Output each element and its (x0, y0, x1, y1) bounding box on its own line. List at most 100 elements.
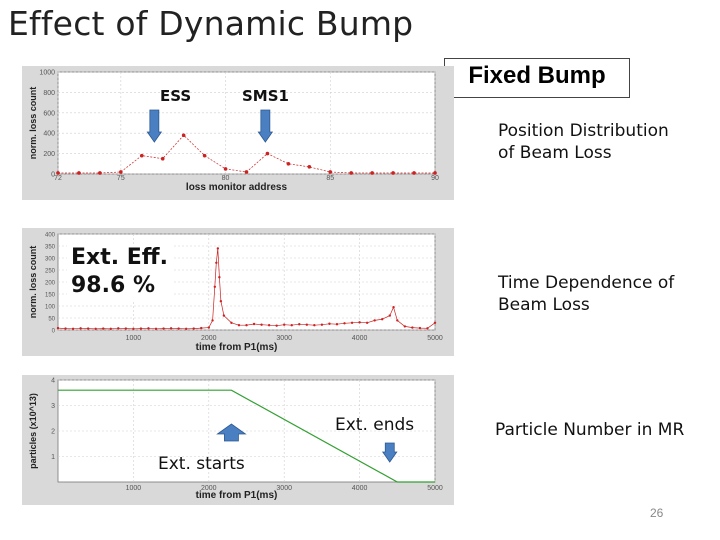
data-point-1 (184, 327, 188, 330)
time-dependence-label: Time Dependence of Beam Loss (498, 272, 674, 316)
data-point-1 (373, 319, 376, 322)
series-line-2 (58, 389, 435, 483)
data-point-0 (98, 171, 102, 175)
data-point-1 (79, 327, 82, 330)
data-point-1 (211, 319, 214, 322)
y-tick-label-0: 400 (43, 131, 55, 138)
data-point-1 (139, 327, 143, 330)
x-tick-label-2: 1000 (126, 485, 142, 492)
position-distribution-label: Position Distribution of Beam Loss (498, 120, 669, 164)
data-point-0 (391, 171, 395, 175)
data-point-1 (124, 327, 128, 330)
data-point-1 (109, 327, 112, 330)
ext-ends-label: Ext. ends (335, 415, 415, 435)
data-point-0 (244, 170, 249, 174)
x-tick-label-0: 80 (222, 175, 230, 182)
y-tick-label-2: 2 (51, 429, 55, 436)
data-point-1 (392, 306, 395, 309)
data-point-1 (162, 327, 165, 330)
y-tick-label-2: 4 (51, 378, 55, 385)
data-point-1 (433, 321, 437, 324)
data-point-1 (320, 323, 324, 326)
x-tick-label-1: 4000 (352, 335, 368, 342)
x-axis-label-2: time from P1(ms) (196, 490, 278, 501)
data-point-1 (267, 324, 271, 327)
ext-eff-label: Ext. Eff. 98.6 % (67, 244, 172, 300)
data-point-1 (298, 323, 301, 326)
data-point-0 (56, 171, 60, 175)
data-point-1 (64, 327, 67, 330)
data-point-0 (349, 171, 354, 175)
x-tick-label-0: 72 (54, 175, 62, 182)
position-distribution-line1: Position Distribution (498, 121, 669, 141)
y-axis-label-0: norm. loss count (28, 87, 38, 160)
arrow-ext-starts-icon (216, 423, 247, 442)
y-tick-label-1: 350 (45, 245, 56, 251)
data-point-1 (117, 327, 120, 330)
x-tick-label-1: 2000 (201, 335, 217, 342)
data-point-0 (181, 133, 186, 138)
y-axis-label-1: norm. loss count (28, 246, 38, 319)
data-point-1 (132, 327, 135, 330)
arrow-sms1-icon (257, 109, 274, 143)
data-point-1 (290, 324, 293, 327)
data-point-1 (102, 327, 105, 330)
data-point-1 (313, 324, 316, 327)
particle-number-label: Particle Number in MR (495, 420, 685, 440)
data-point-1 (343, 322, 346, 325)
data-point-1 (213, 285, 217, 288)
data-point-1 (71, 327, 75, 330)
sms1-label: SMS1 (242, 87, 289, 105)
data-point-0 (307, 165, 312, 169)
data-point-1 (237, 324, 241, 327)
data-point-0 (265, 151, 270, 156)
data-point-1 (154, 327, 158, 330)
y-tick-label-0: 1000 (39, 70, 55, 77)
data-point-0 (77, 171, 81, 175)
data-point-1 (260, 323, 263, 326)
time-dependence-line1: Time Dependence of (498, 273, 675, 293)
data-point-1 (328, 322, 331, 325)
data-point-0 (433, 171, 437, 175)
y-tick-label-2: 1 (51, 454, 55, 461)
slide-title: Effect of Dynamic Bump (8, 4, 414, 43)
data-point-1 (388, 314, 391, 317)
page-number: 26 (650, 506, 664, 520)
data-point-0 (139, 153, 144, 158)
x-tick-label-2: 5000 (427, 485, 443, 492)
y-tick-label-1: 50 (48, 317, 55, 323)
data-point-1 (177, 327, 180, 330)
x-tick-label-0: 85 (326, 175, 334, 182)
data-point-1 (418, 326, 422, 330)
y-tick-label-0: 800 (43, 90, 55, 97)
x-tick-label-0: 75 (117, 175, 125, 182)
ext-eff-line1: Ext. Eff. (71, 245, 168, 270)
data-point-1 (305, 323, 309, 326)
data-point-1 (147, 327, 150, 330)
y-tick-label-1: 0 (52, 329, 56, 335)
y-tick-label-0: 200 (43, 151, 55, 158)
y-tick-label-1: 300 (45, 257, 56, 263)
y-tick-label-1: 150 (45, 293, 56, 299)
arrow-ext-ends-icon (381, 442, 398, 463)
data-point-1 (365, 321, 369, 324)
time-dependence-line2: Beam Loss (498, 295, 590, 315)
y-tick-label-2: 3 (51, 403, 55, 410)
data-point-1 (396, 319, 399, 322)
x-tick-label-1: 1000 (126, 335, 142, 342)
data-point-0 (119, 170, 123, 174)
data-point-1 (219, 300, 223, 303)
data-point-1 (230, 321, 233, 324)
y-axis-label-2: particles (x10^13) (28, 393, 38, 469)
data-point-1 (245, 324, 248, 327)
x-tick-label-2: 2000 (201, 485, 217, 492)
x-tick-label-2: 4000 (352, 485, 368, 492)
data-point-1 (350, 321, 354, 324)
data-point-1 (200, 326, 203, 330)
data-point-1 (56, 326, 60, 330)
fixed-bump-label: Fixed Bump (468, 62, 606, 89)
data-point-0 (160, 156, 165, 161)
y-tick-label-1: 100 (45, 305, 56, 311)
ext-eff-line2: 98.6 % (71, 273, 155, 298)
